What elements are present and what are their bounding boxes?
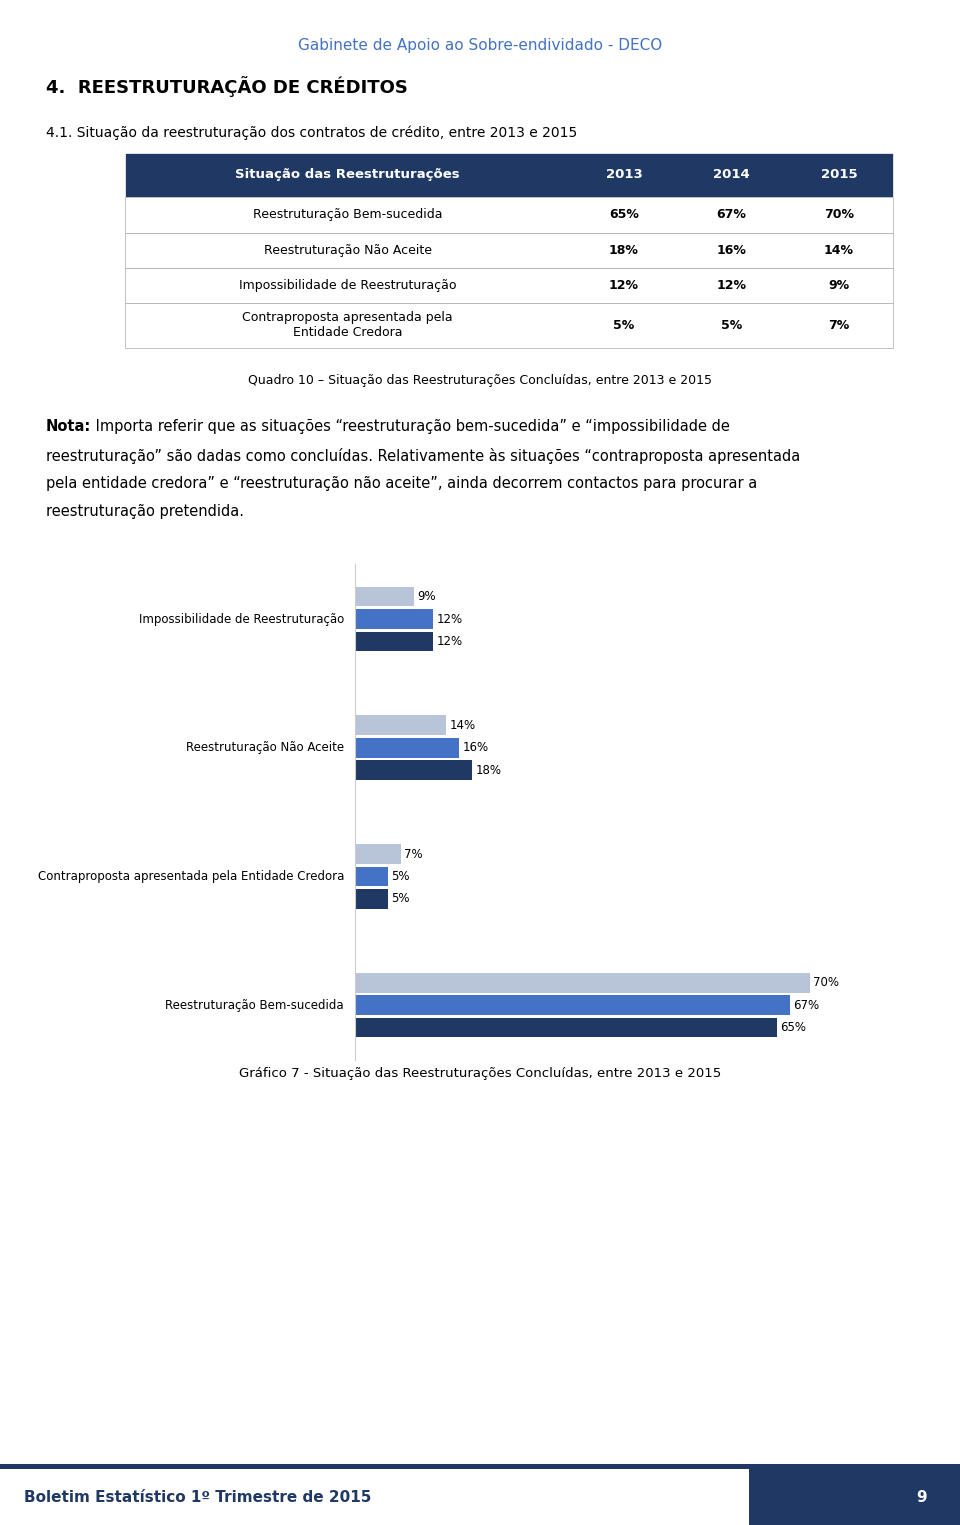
Text: 14%: 14% — [449, 718, 475, 732]
Text: 65%: 65% — [780, 1022, 806, 1034]
Bar — [355, 587, 414, 607]
Text: Quadro 10 – Situação das Reestruturações Concluídas, entre 2013 e 2015: Quadro 10 – Situação das Reestruturações… — [248, 374, 712, 387]
Text: pela entidade credora” e “reestruturação não aceite”, ainda decorrem contactos p: pela entidade credora” e “reestruturação… — [46, 476, 757, 491]
Text: 2013: 2013 — [606, 168, 642, 181]
Bar — [355, 973, 810, 993]
Bar — [355, 866, 388, 886]
Text: 9%: 9% — [417, 590, 436, 602]
Text: reestruturação” são dadas como concluídas. Relativamente às situações “contrapro: reestruturação” são dadas como concluída… — [46, 447, 801, 464]
Text: 5%: 5% — [613, 319, 635, 332]
Text: Contraproposta apresentada pela
Entidade Credora: Contraproposta apresentada pela Entidade… — [242, 311, 453, 340]
Text: Gráfico 7 - Situação das Reestruturações Concluídas, entre 2013 e 2015: Gráfico 7 - Situação das Reestruturações… — [239, 1068, 721, 1081]
Text: 9: 9 — [916, 1490, 926, 1505]
Bar — [355, 845, 400, 863]
Text: 4.1. Situação da reestruturação dos contratos de crédito, entre 2013 e 2015: 4.1. Situação da reestruturação dos cont… — [46, 125, 577, 140]
Bar — [355, 1017, 778, 1037]
Text: 16%: 16% — [463, 741, 489, 755]
Text: Reestruturação Não Aceite: Reestruturação Não Aceite — [263, 244, 431, 256]
Text: Reestruturação Bem-sucedida: Reestruturação Bem-sucedida — [252, 209, 443, 221]
Text: 12%: 12% — [609, 279, 639, 291]
Text: Nota:: Nota: — [46, 419, 91, 435]
Text: 12%: 12% — [716, 279, 747, 291]
Bar — [125, 303, 893, 348]
Bar — [355, 761, 472, 779]
Bar — [355, 608, 433, 628]
Bar — [125, 197, 893, 232]
Bar — [125, 152, 893, 197]
Bar — [749, 1464, 960, 1525]
Text: 65%: 65% — [609, 209, 639, 221]
Bar — [355, 715, 446, 735]
Text: 7%: 7% — [404, 848, 422, 860]
Bar — [0, 1464, 749, 1469]
Text: 70%: 70% — [824, 209, 854, 221]
Text: 2015: 2015 — [821, 168, 857, 181]
Text: 2014: 2014 — [713, 168, 750, 181]
Bar — [355, 889, 388, 909]
Text: 14%: 14% — [824, 244, 854, 256]
Text: Impossibilidade de Reestruturação: Impossibilidade de Reestruturação — [239, 279, 456, 291]
Text: 16%: 16% — [716, 244, 747, 256]
Text: 12%: 12% — [437, 613, 463, 625]
Text: 18%: 18% — [475, 764, 501, 776]
Text: 67%: 67% — [716, 209, 747, 221]
Text: 5%: 5% — [391, 869, 409, 883]
Bar — [355, 738, 459, 758]
Bar — [125, 268, 893, 303]
Text: reestruturação pretendida.: reestruturação pretendida. — [46, 503, 244, 518]
Text: Gabinete de Apoio ao Sobre-endividado - DECO: Gabinete de Apoio ao Sobre-endividado - … — [298, 38, 662, 53]
Text: 18%: 18% — [609, 244, 639, 256]
Text: 12%: 12% — [437, 634, 463, 648]
Bar — [125, 232, 893, 268]
Text: 9%: 9% — [828, 279, 850, 291]
Text: 5%: 5% — [721, 319, 742, 332]
Text: Boletim Estatístico 1º Trimestre de 2015: Boletim Estatístico 1º Trimestre de 2015 — [24, 1490, 372, 1505]
Text: Situação das Reestruturações: Situação das Reestruturações — [235, 168, 460, 181]
Text: 70%: 70% — [813, 976, 839, 990]
Text: 4.  REESTRUTURAÇÃO DE CRÉDITOS: 4. REESTRUTURAÇÃO DE CRÉDITOS — [46, 76, 408, 98]
Text: 7%: 7% — [828, 319, 850, 332]
Text: 67%: 67% — [794, 999, 820, 1011]
Text: 5%: 5% — [391, 892, 409, 906]
Bar — [355, 631, 433, 651]
Text: Importa referir que as situações “reestruturação bem-sucedida” e “impossibilidad: Importa referir que as situações “reestr… — [91, 419, 730, 435]
Bar — [355, 996, 790, 1016]
